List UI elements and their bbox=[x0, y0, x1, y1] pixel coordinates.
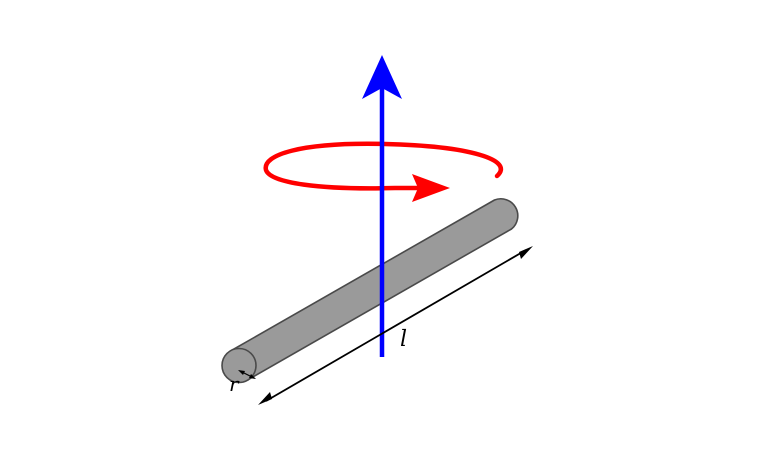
length-arrowhead-start bbox=[258, 392, 272, 405]
rotation-arrowhead bbox=[412, 174, 450, 202]
radius-arrowhead-start bbox=[238, 370, 245, 375]
rotation-arc bbox=[263, 141, 504, 191]
axis-arrowhead bbox=[362, 55, 402, 99]
radius-arrowhead-end bbox=[249, 374, 256, 379]
rod-body bbox=[223, 197, 519, 383]
radius-dimension: r bbox=[229, 370, 256, 396]
rod-end-cap bbox=[221, 347, 257, 384]
length-dimension: l bbox=[258, 246, 533, 405]
rod bbox=[221, 197, 519, 384]
rotation-loop bbox=[263, 141, 504, 202]
rotation-axis bbox=[362, 55, 402, 357]
length-arrow bbox=[265, 249, 527, 402]
radius-label: r bbox=[229, 372, 240, 396]
length-arrowhead-end bbox=[519, 246, 533, 259]
length-label: l bbox=[400, 327, 407, 352]
